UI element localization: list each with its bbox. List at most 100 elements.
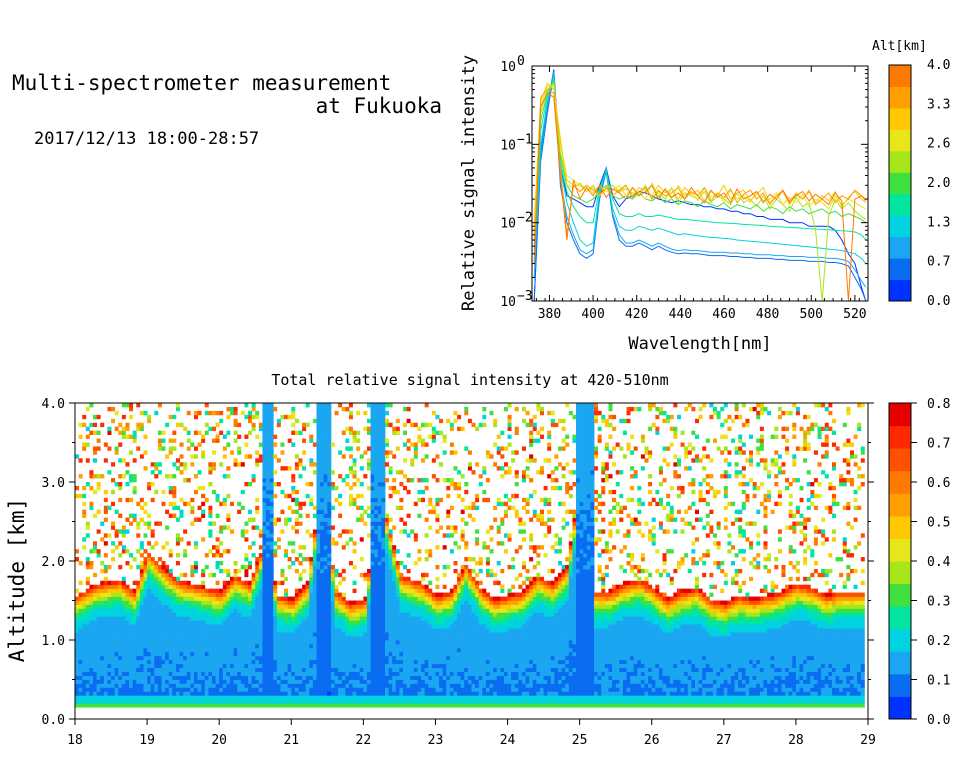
heatmap-cell bbox=[244, 640, 249, 645]
heatmap-cell bbox=[388, 493, 393, 499]
heatmap-cell bbox=[341, 478, 346, 483]
heatmap-cell bbox=[269, 414, 274, 420]
heatmap-cell bbox=[266, 557, 271, 562]
heatmap-cell bbox=[327, 691, 332, 696]
heatmap-cell bbox=[204, 643, 209, 649]
heatmap-cell bbox=[316, 537, 321, 542]
heatmap-cell bbox=[374, 703, 379, 708]
heatmap-cell bbox=[348, 632, 353, 637]
heatmap-cell bbox=[431, 683, 436, 688]
heatmap-cell bbox=[78, 580, 83, 586]
heatmap-cell bbox=[244, 636, 249, 641]
heatmap-cell bbox=[143, 501, 148, 507]
heatmap-cell bbox=[183, 671, 188, 676]
heatmap-cell bbox=[435, 608, 440, 613]
heatmap-cell bbox=[75, 596, 79, 601]
heatmap-cell bbox=[439, 659, 444, 665]
heatmap-cell bbox=[348, 620, 353, 625]
heatmap-cell bbox=[284, 695, 289, 700]
heatmap-cell bbox=[114, 647, 119, 653]
heatmap-cell bbox=[356, 438, 361, 443]
heatmap-cell bbox=[320, 446, 325, 451]
heatmap-cell bbox=[147, 561, 152, 566]
heatmap-cell bbox=[392, 659, 397, 665]
heatmap-cell bbox=[348, 604, 353, 609]
heatmap-cell bbox=[428, 643, 433, 649]
heatmap-cell bbox=[316, 489, 321, 495]
heatmap-cell bbox=[273, 616, 278, 621]
heatmap-cell bbox=[121, 655, 126, 661]
heatmap-cell bbox=[320, 418, 325, 424]
heatmap-cell bbox=[129, 513, 134, 518]
heatmap-cell bbox=[78, 612, 83, 617]
heatmap-cell bbox=[284, 643, 289, 649]
heatmap-cell bbox=[287, 647, 292, 653]
heatmap-cell bbox=[129, 474, 134, 479]
heatmap-cell bbox=[251, 580, 256, 586]
heatmap-cell bbox=[118, 620, 123, 625]
heatmap-cell bbox=[449, 624, 454, 629]
heatmap-cell bbox=[435, 454, 440, 459]
heatmap-cell bbox=[248, 612, 253, 617]
heatmap-cell bbox=[316, 545, 321, 550]
heatmap-cell bbox=[309, 600, 314, 605]
heatmap-cell bbox=[381, 679, 386, 684]
heatmap-cell bbox=[302, 683, 307, 688]
heatmap-cell bbox=[208, 410, 213, 416]
heatmap-cell bbox=[129, 434, 134, 439]
heatmap-cell bbox=[143, 450, 148, 455]
heatmap-cell bbox=[428, 703, 433, 708]
heatmap-cell bbox=[302, 663, 307, 669]
heatmap-cell bbox=[222, 628, 227, 633]
heatmap-cell bbox=[363, 616, 368, 621]
heatmap-cell bbox=[96, 703, 101, 708]
heatmap-cell bbox=[348, 414, 353, 420]
heatmap-cell bbox=[244, 414, 249, 420]
heatmap-cell bbox=[222, 549, 227, 554]
heatmap-cell bbox=[442, 651, 447, 657]
heatmap-cell bbox=[255, 525, 260, 530]
heatmap-cell bbox=[143, 612, 148, 617]
heatmap-cell bbox=[107, 604, 112, 609]
heatmap-cell bbox=[399, 643, 404, 649]
heatmap-cell bbox=[244, 643, 249, 649]
heatmap-cell bbox=[421, 588, 426, 593]
heatmap-cell bbox=[75, 671, 79, 676]
heatmap-cell bbox=[374, 505, 379, 511]
heatmap-cell bbox=[183, 426, 188, 432]
heatmap-cell bbox=[356, 430, 361, 435]
heatmap-cell bbox=[316, 430, 321, 435]
heatmap-cell bbox=[276, 663, 281, 669]
heatmap-cell bbox=[269, 564, 274, 570]
heatmap-cell bbox=[172, 592, 177, 597]
heatmap-cell bbox=[85, 671, 90, 676]
heatmap-cell bbox=[226, 671, 231, 676]
heatmap-cell bbox=[230, 667, 234, 672]
heatmap-cell bbox=[100, 521, 105, 526]
heatmap-cell bbox=[186, 632, 191, 637]
heatmap-cell bbox=[183, 529, 188, 534]
heatmap-cell bbox=[428, 628, 433, 633]
heatmap-cell bbox=[374, 667, 379, 672]
heatmap-cell bbox=[165, 584, 170, 590]
heatmap-cell bbox=[82, 537, 87, 542]
heatmap-cell bbox=[356, 446, 361, 451]
heatmap-cell bbox=[327, 462, 332, 467]
heatmap-cell bbox=[356, 620, 361, 625]
heatmap-cell bbox=[327, 683, 332, 688]
heatmap-cell bbox=[330, 541, 335, 546]
heatmap-cell bbox=[100, 588, 105, 593]
heatmap-cell bbox=[410, 588, 415, 593]
heatmap-cell bbox=[309, 580, 314, 586]
heatmap-cell bbox=[129, 592, 134, 597]
heatmap-cell bbox=[161, 568, 166, 574]
heatmap-cell bbox=[157, 584, 162, 590]
heatmap-cell bbox=[82, 640, 87, 645]
heatmap-cell bbox=[323, 699, 328, 704]
heatmap-cell bbox=[208, 596, 213, 601]
heatmap-cell bbox=[121, 600, 126, 605]
heatmap-cell bbox=[150, 628, 155, 633]
heatmap-cell bbox=[399, 640, 404, 645]
heatmap-cell bbox=[129, 671, 134, 676]
heatmap-cell bbox=[399, 667, 404, 672]
